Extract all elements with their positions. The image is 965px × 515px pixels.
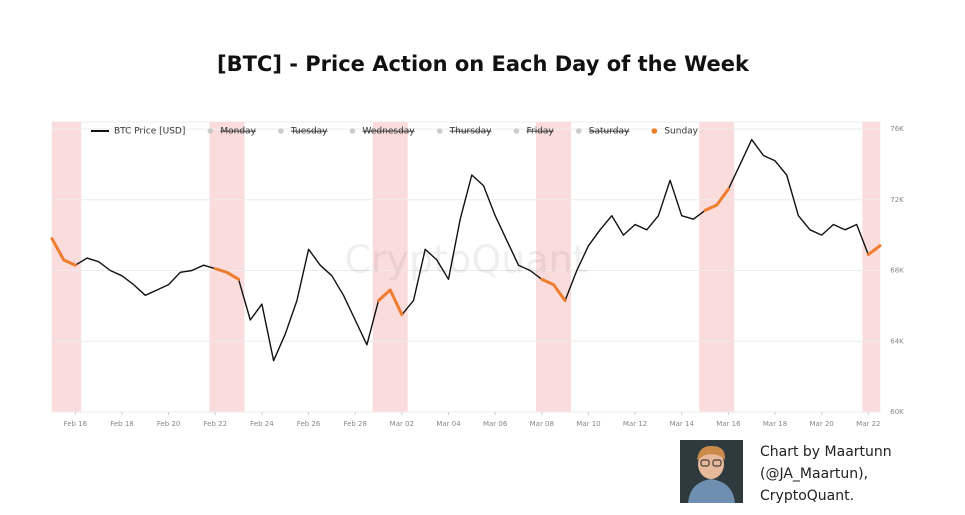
avatar-face (698, 449, 724, 479)
sunday-line (50, 187, 882, 317)
legend-label: Saturday (589, 127, 630, 137)
legend-item: BTC Price [USD] (91, 127, 185, 137)
plot-area: 60K 64K 68K 72K 76K Feb 16 Feb 18 Feb 20 Feb 22 F… (50, 121, 904, 428)
legend-swatch (207, 128, 214, 134)
x-tick-label: Mar 10 (576, 420, 600, 428)
y-tick-label: 60K (890, 408, 904, 416)
x-tick-label: Feb 24 (250, 420, 274, 428)
legend-item: Monday (207, 127, 257, 137)
legend-swatch (278, 128, 284, 134)
avatar-glasses (700, 459, 710, 467)
legend-swatch (513, 128, 520, 134)
price-line (51, 138, 881, 362)
x-tick-label: Feb 22 (204, 420, 228, 428)
chart-title: [BTC] - Price Action on Each Day of the … (217, 52, 750, 76)
y-tick-label: 64K (890, 337, 904, 345)
day-highlight (52, 122, 82, 412)
x-tick-label: Feb 26 (297, 420, 321, 428)
credit-line: (@JA_Maartun), (760, 466, 868, 482)
legend-item: Friday (513, 127, 554, 137)
day-highlight (699, 122, 735, 412)
legend-label: Tuesday (290, 127, 328, 137)
legend-item: Thursday (436, 127, 493, 137)
day-highlight (535, 122, 571, 412)
x-tick-label: Mar 04 (436, 420, 461, 428)
legend-item: Saturday (575, 127, 630, 137)
x-tick-label: Mar 16 (716, 420, 741, 428)
x-tick-label: Feb 28 (343, 420, 367, 428)
x-tick-label: Mar 18 (763, 420, 787, 428)
legend-label: Sunday (664, 127, 698, 137)
legend-label: Thursday (449, 127, 493, 137)
legend-swatch (436, 128, 443, 134)
legend-label: Wednesday (363, 127, 416, 137)
day-highlight (862, 122, 880, 412)
x-tick-label: Mar 06 (483, 420, 508, 428)
avatar-hair (697, 445, 726, 460)
author-avatar (680, 440, 743, 503)
y-tick-label: 72K (890, 196, 904, 204)
legend-label: Monday (220, 127, 256, 137)
legend-swatch (651, 128, 658, 134)
x-tick-label: Mar 08 (530, 420, 554, 428)
avatar-body (688, 479, 735, 503)
legend-label: BTC Price [USD] (114, 127, 185, 137)
legend-item: Wednesday (349, 127, 416, 137)
x-tick-label: Mar 12 (623, 420, 647, 428)
x-tick-label: Mar 22 (856, 420, 880, 428)
y-tick-label: 68K (890, 267, 904, 275)
x-tick-label: Feb 16 (64, 420, 88, 428)
avatar-glasses (712, 459, 722, 467)
legend-item: Tuesday (278, 127, 328, 137)
watermark: CryptoQuant (344, 238, 587, 282)
legend-swatch (575, 128, 582, 134)
x-tick-label: Mar 02 (390, 420, 414, 428)
day-highlight (372, 122, 408, 412)
legend-swatch (349, 128, 356, 134)
legend-label: Friday (526, 127, 554, 137)
x-tick-label: Mar 20 (810, 420, 834, 428)
legend-item: Sunday (651, 127, 699, 137)
x-tick-label: Mar 14 (670, 420, 695, 428)
credit-line: Chart by Maartunn (760, 444, 892, 460)
x-tick-label: Feb 20 (157, 420, 181, 428)
day-highlight (209, 122, 245, 412)
y-tick-label: 76K (890, 125, 904, 133)
credit-line: CryptoQuant. (760, 488, 854, 504)
x-tick-label: Feb 18 (110, 420, 134, 428)
